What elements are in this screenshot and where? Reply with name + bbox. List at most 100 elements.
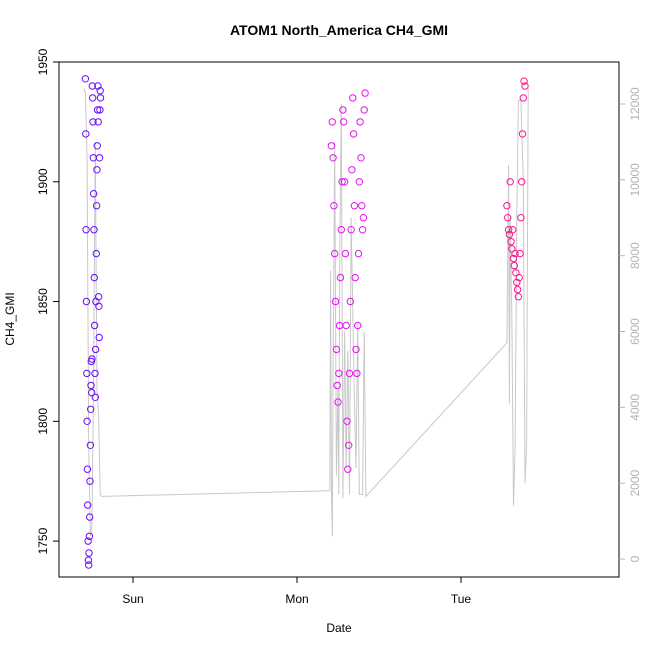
data-point bbox=[93, 106, 102, 114]
data-point bbox=[90, 321, 99, 330]
data-point bbox=[341, 249, 350, 258]
data-point bbox=[94, 118, 102, 126]
data-point bbox=[520, 77, 528, 85]
data-point bbox=[327, 142, 336, 150]
data-point bbox=[87, 405, 95, 413]
data-point bbox=[84, 556, 93, 564]
data-point bbox=[82, 226, 90, 234]
data-point bbox=[95, 333, 103, 342]
data-point bbox=[357, 154, 365, 162]
series-2 bbox=[327, 89, 369, 473]
data-point bbox=[85, 549, 93, 557]
data-point bbox=[331, 297, 340, 306]
data-point bbox=[509, 254, 518, 263]
data-point bbox=[86, 513, 94, 521]
left-y-tick-label: 1850 bbox=[36, 288, 50, 315]
x-axis: Sun Mon Tue bbox=[122, 577, 471, 606]
data-point bbox=[351, 273, 359, 282]
data-point bbox=[96, 87, 104, 95]
data-point bbox=[521, 82, 529, 90]
data-point bbox=[361, 89, 369, 97]
data-point bbox=[328, 118, 336, 126]
data-point bbox=[337, 226, 345, 234]
data-point bbox=[83, 369, 91, 378]
data-point bbox=[92, 202, 101, 210]
data-point bbox=[355, 178, 363, 186]
data-point bbox=[84, 501, 92, 509]
right-y-tick-label: 12000 bbox=[628, 87, 642, 121]
right-y-tick-label: 10000 bbox=[628, 163, 642, 197]
data-point bbox=[93, 142, 101, 150]
data-point bbox=[504, 214, 512, 222]
data-point bbox=[518, 178, 526, 186]
data-point bbox=[83, 465, 92, 473]
x-tick-label: Mon bbox=[285, 592, 308, 606]
left-y-tick-label: 1900 bbox=[36, 168, 50, 195]
x-tick-label: Tue bbox=[451, 592, 472, 606]
data-point bbox=[358, 202, 366, 210]
data-point bbox=[354, 321, 362, 330]
data-point bbox=[93, 166, 101, 174]
chart-title: ATOM1 North_America CH4_GMI bbox=[230, 22, 448, 38]
data-point bbox=[86, 477, 94, 485]
data-point bbox=[82, 130, 90, 138]
altitude-line-layer bbox=[83, 88, 529, 537]
data-point bbox=[513, 285, 522, 294]
data-point bbox=[96, 106, 104, 114]
data-point bbox=[340, 118, 348, 126]
data-point bbox=[91, 369, 99, 378]
data-point bbox=[345, 441, 353, 449]
data-point bbox=[335, 369, 343, 378]
data-point bbox=[85, 561, 93, 569]
data-point bbox=[96, 94, 105, 102]
data-point bbox=[511, 249, 519, 258]
data-point bbox=[88, 355, 96, 363]
data-point bbox=[503, 202, 511, 210]
data-point bbox=[89, 118, 97, 126]
data-point bbox=[330, 202, 338, 210]
data-point bbox=[349, 94, 357, 102]
data-point bbox=[333, 381, 341, 390]
data-point bbox=[509, 226, 517, 234]
altitude-line bbox=[83, 88, 529, 537]
data-point bbox=[345, 369, 354, 378]
right-y-axis: 0 2000 4000 6000 8000 10000 12000 bbox=[619, 87, 642, 562]
data-point bbox=[510, 261, 518, 270]
data-point bbox=[338, 178, 346, 186]
data-point bbox=[92, 249, 101, 258]
data-point bbox=[506, 178, 514, 186]
data-points-layer bbox=[81, 75, 529, 569]
data-point bbox=[347, 226, 355, 234]
data-point bbox=[94, 82, 102, 90]
data-point bbox=[354, 249, 363, 258]
data-point bbox=[87, 381, 95, 390]
data-point bbox=[88, 82, 97, 90]
data-point bbox=[514, 293, 523, 301]
data-point bbox=[518, 130, 527, 138]
data-point bbox=[91, 393, 100, 401]
data-point bbox=[358, 226, 367, 234]
left-y-tick-label: 1750 bbox=[36, 527, 50, 554]
data-point bbox=[83, 417, 91, 425]
data-point bbox=[359, 214, 368, 222]
data-point bbox=[519, 94, 527, 102]
data-point bbox=[516, 249, 524, 258]
data-point bbox=[90, 226, 98, 234]
data-point bbox=[344, 465, 352, 473]
data-point bbox=[332, 345, 341, 354]
data-point bbox=[517, 214, 525, 222]
data-point bbox=[86, 441, 95, 449]
data-point bbox=[504, 226, 513, 234]
data-point bbox=[90, 273, 99, 282]
data-point bbox=[340, 178, 349, 186]
data-point bbox=[95, 154, 104, 162]
right-y-tick-label: 0 bbox=[628, 555, 642, 562]
data-point bbox=[84, 537, 92, 545]
data-point bbox=[89, 94, 97, 102]
right-y-tick-label: 2000 bbox=[628, 469, 642, 496]
left-y-axis: 1750 1800 1850 1900 1950 bbox=[36, 48, 59, 554]
left-y-tick-label: 1950 bbox=[36, 48, 50, 75]
data-point bbox=[88, 388, 96, 397]
data-point bbox=[89, 190, 98, 198]
x-tick-label: Sun bbox=[122, 592, 143, 606]
